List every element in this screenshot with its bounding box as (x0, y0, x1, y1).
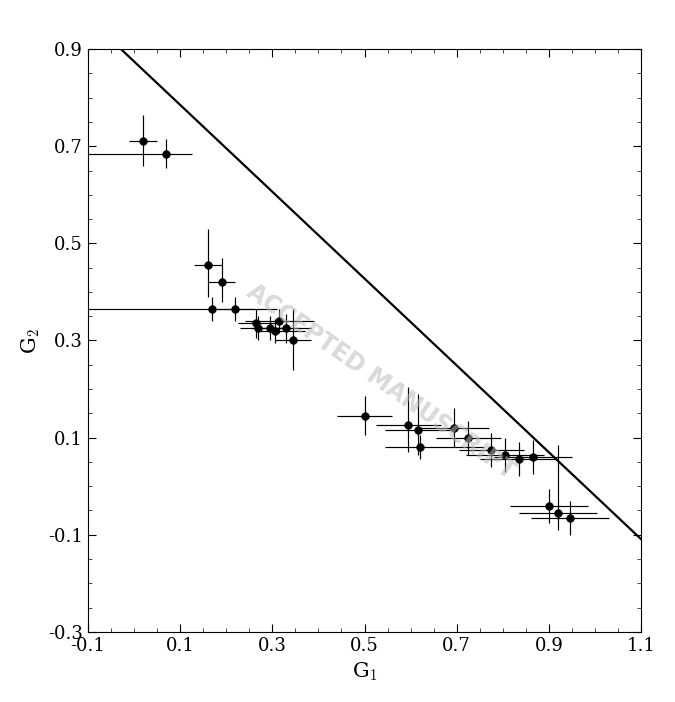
Text: ACCEPTED MANUSCRIPT: ACCEPTED MANUSCRIPT (242, 279, 520, 483)
Y-axis label: G$_2$: G$_2$ (20, 327, 43, 354)
X-axis label: G$_1$: G$_1$ (352, 660, 377, 683)
